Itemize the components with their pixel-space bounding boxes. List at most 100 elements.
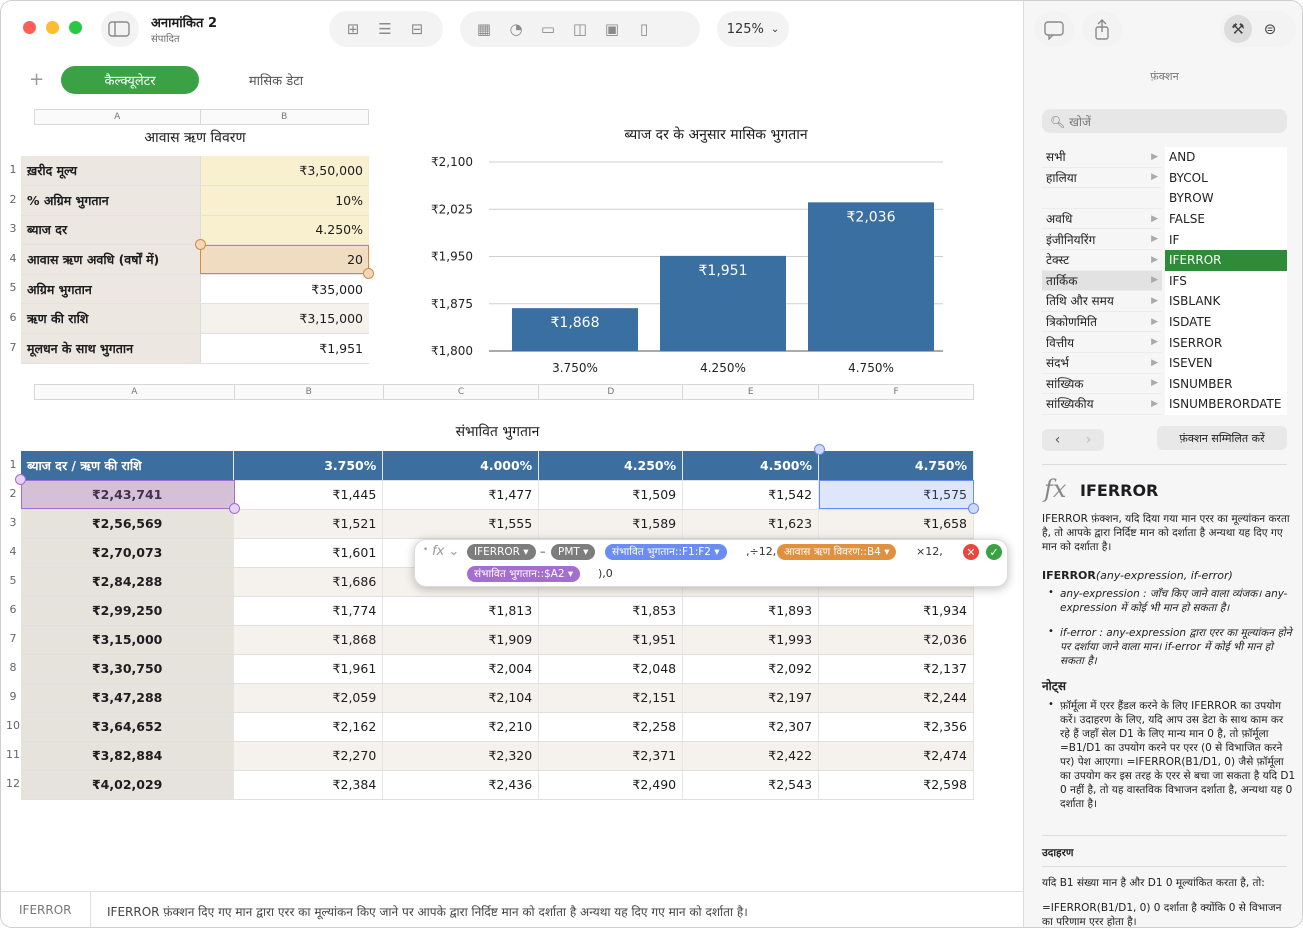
row-number[interactable]: 1: [9, 163, 17, 176]
category-item[interactable]: इंजीनियरिंग ▶: [1042, 229, 1162, 250]
range-handle[interactable]: [363, 268, 374, 279]
cell[interactable]: ₹1,445: [233, 480, 384, 510]
row-number[interactable]: 4: [9, 252, 17, 265]
cell[interactable]: ₹3,15,000: [21, 625, 235, 655]
row-label[interactable]: ख़रीद मूल्य: [21, 156, 201, 187]
cell[interactable]: ₹2,197: [682, 683, 820, 713]
column-header-d[interactable]: D: [539, 385, 684, 399]
column-header-f[interactable]: F: [893, 387, 899, 397]
row-number[interactable]: 7: [9, 341, 17, 354]
row-number[interactable]: 5: [9, 574, 17, 587]
row-number[interactable]: 6: [9, 603, 17, 616]
row-number[interactable]: 10: [6, 719, 20, 732]
header-cell[interactable]: 4.500%: [682, 451, 820, 481]
selected-cell[interactable]: 20: [200, 244, 369, 275]
cell[interactable]: ₹2,356: [818, 712, 974, 742]
row-number[interactable]: 6: [9, 311, 17, 324]
category-item[interactable]: टेक्स्ट ▶: [1042, 250, 1162, 271]
row-label[interactable]: मूलधन के साथ भुगतान: [21, 333, 201, 364]
add-sheet-button[interactable]: +: [29, 69, 45, 90]
function-item[interactable]: FALSE: [1169, 212, 1205, 227]
cell[interactable]: ₹2,151: [538, 683, 684, 713]
fx-icon[interactable]: fx ⌄: [432, 544, 460, 559]
cell[interactable]: ₹1,813: [382, 596, 540, 626]
cell[interactable]: 10%: [200, 185, 369, 216]
comment-box-icon[interactable]: ▯: [639, 20, 649, 38]
bar[interactable]: [808, 202, 934, 351]
row-label[interactable]: % अग्रिम भुगतान: [21, 185, 201, 216]
function-search-input[interactable]: 🔍︎ खोजें: [1042, 109, 1287, 133]
category-item[interactable]: सांख्यिकीय ▶: [1042, 394, 1162, 415]
cell[interactable]: ₹2,474: [818, 741, 974, 771]
cell[interactable]: 4.250%: [200, 215, 369, 246]
category-item[interactable]: त्रिकोणमिति ▶: [1042, 312, 1162, 333]
category-item[interactable]: [1042, 188, 1162, 209]
accept-icon[interactable]: ✓: [986, 544, 1002, 560]
category-item[interactable]: संदर्भ ▶: [1042, 353, 1162, 374]
cell[interactable]: ₹2,43,741: [21, 480, 235, 510]
formula-editor[interactable]: • fx ⌄ IFERROR ▾ – PMT ▾ संभावित भुगतान:…: [414, 539, 1008, 587]
cell[interactable]: ₹1,623: [682, 509, 820, 539]
reference-token-a2[interactable]: संभावित भुगतान::$A2 ▾: [467, 566, 581, 582]
function-item[interactable]: BYROW: [1169, 191, 1214, 206]
row-number[interactable]: 11: [6, 748, 20, 761]
cell[interactable]: ₹3,50,000: [200, 156, 369, 187]
tab-calculator[interactable]: कैल्क्यूलेटर: [61, 66, 199, 94]
cell[interactable]: ₹1,951: [200, 333, 369, 364]
cell[interactable]: ₹2,99,250: [21, 596, 235, 626]
cell[interactable]: ₹3,64,652: [21, 712, 235, 742]
cell[interactable]: ₹2,384: [233, 770, 384, 800]
column-header-e[interactable]: E: [683, 385, 820, 399]
function-token-pmt[interactable]: PMT ▾: [551, 544, 596, 560]
cell[interactable]: ₹1,601: [233, 538, 384, 568]
range-handle[interactable]: [229, 503, 240, 514]
bar[interactable]: [512, 308, 638, 351]
cell[interactable]: ₹2,258: [538, 712, 684, 742]
cell[interactable]: ₹2,104: [382, 683, 540, 713]
function-item[interactable]: IFS: [1169, 273, 1187, 288]
cell[interactable]: ₹2,048: [538, 654, 684, 684]
range-handle[interactable]: [15, 474, 26, 485]
cell[interactable]: ₹1,909: [382, 625, 540, 655]
cell[interactable]: ₹1,658: [818, 509, 974, 539]
format-brush-icon[interactable]: ⚒: [1224, 15, 1252, 43]
cell[interactable]: ₹3,30,750: [21, 654, 235, 684]
header-cell[interactable]: ब्याज दर / ऋण की राशि: [21, 451, 235, 481]
function-item[interactable]: ISBLANK: [1169, 294, 1221, 309]
cell[interactable]: ₹35,000: [200, 274, 369, 305]
row-number[interactable]: 5: [9, 281, 17, 294]
tab-monthly-data[interactable]: मासिक डेटा: [248, 74, 304, 89]
function-item[interactable]: ISNUMBERORDATE: [1169, 397, 1282, 412]
column-header-a[interactable]: A: [35, 385, 235, 399]
category-item[interactable]: हालिया ▶: [1042, 168, 1162, 189]
cell[interactable]: ₹3,15,000: [200, 303, 369, 335]
function-item[interactable]: ISNUMBER: [1169, 376, 1233, 391]
cell[interactable]: ₹1,686: [233, 567, 384, 597]
range-handle[interactable]: [968, 503, 979, 514]
cell[interactable]: ₹3,47,288: [21, 683, 235, 713]
row-number[interactable]: 12: [6, 777, 20, 790]
range-handle[interactable]: [195, 239, 206, 250]
media-icon[interactable]: ▣: [604, 20, 620, 38]
row-label[interactable]: ब्याज दर: [21, 215, 201, 246]
cell[interactable]: ₹1,893: [682, 596, 820, 626]
cell[interactable]: ₹1,589: [538, 509, 684, 539]
sidebar-toggle-button[interactable]: [101, 11, 139, 47]
category-item[interactable]: सांख्यिक ▶: [1042, 374, 1162, 395]
row-number[interactable]: 1: [9, 458, 17, 471]
cell[interactable]: ₹2,490: [538, 770, 684, 800]
row-number[interactable]: 8: [9, 661, 17, 674]
cell[interactable]: ₹1,961: [233, 654, 384, 684]
back-icon[interactable]: ‹: [1054, 432, 1061, 448]
cell[interactable]: ₹1,993: [682, 625, 820, 655]
cell[interactable]: ₹1,477: [382, 480, 540, 510]
cell[interactable]: ₹2,307: [682, 712, 820, 742]
list-icon[interactable]: ☰: [378, 20, 392, 38]
cell[interactable]: ₹2,436: [382, 770, 540, 800]
drag-handle-icon[interactable]: •: [423, 545, 429, 555]
header-cell[interactable]: 4.750%: [818, 451, 974, 481]
row-label[interactable]: ऋण की राशि: [21, 303, 201, 335]
shape-icon[interactable]: ◫: [572, 20, 588, 38]
cell[interactable]: ₹2,244: [818, 683, 974, 713]
cell[interactable]: ₹1,951: [538, 625, 684, 655]
